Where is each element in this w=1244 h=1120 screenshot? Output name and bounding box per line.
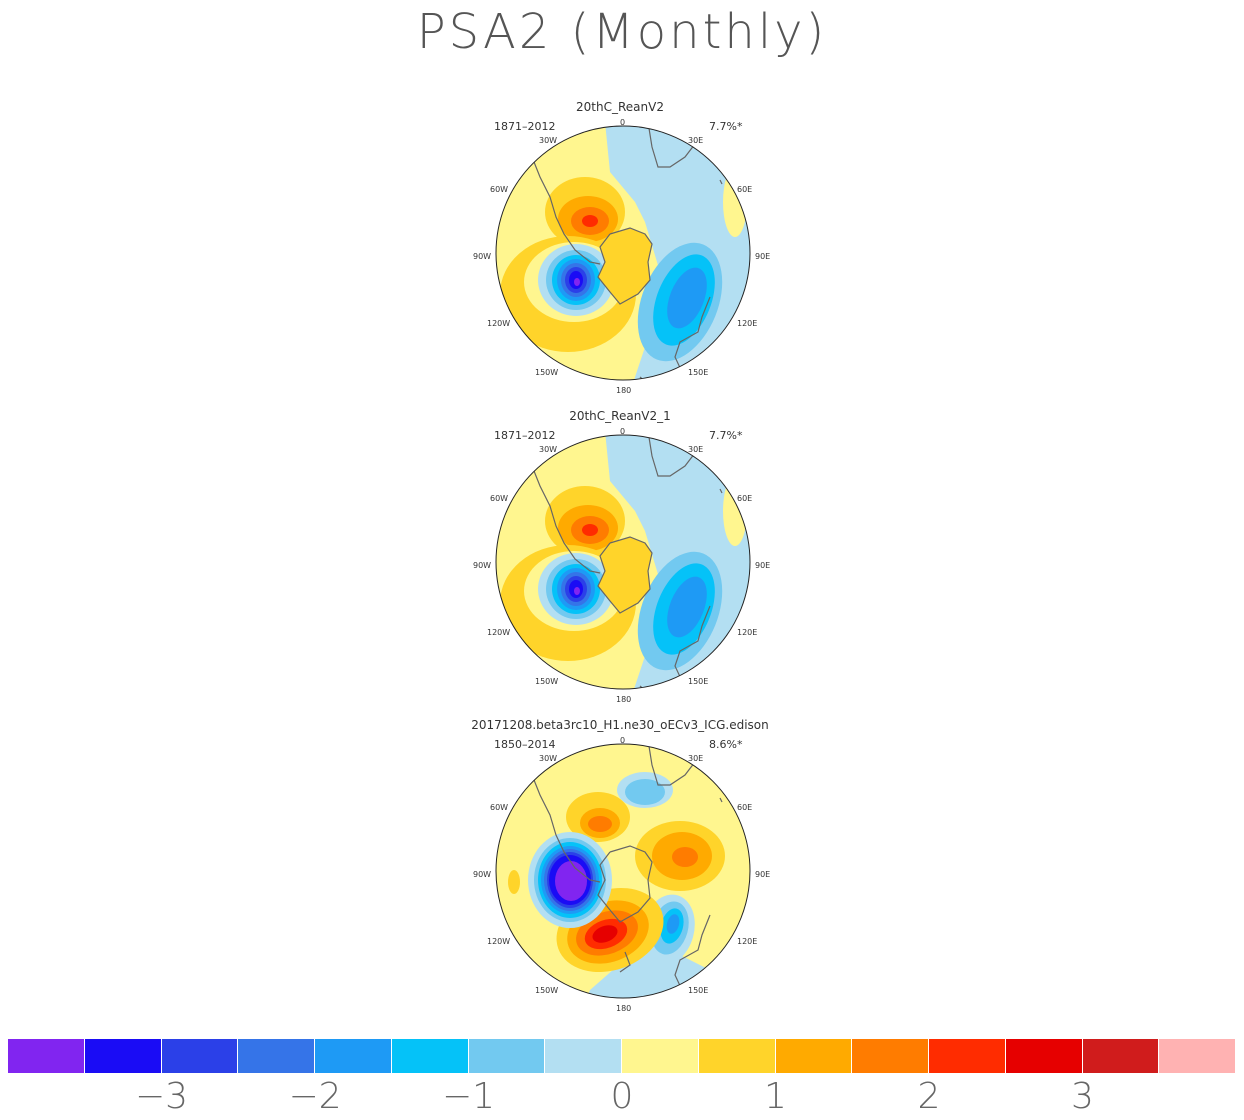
- lon-label-120e: 120E: [737, 628, 758, 637]
- lon-label-90e: 90E: [755, 561, 771, 570]
- lon-label-90w: 90W: [473, 252, 492, 261]
- lon-label-60e: 60E: [737, 803, 753, 812]
- lon-label-90e: 90E: [755, 252, 771, 261]
- lon-label-30e: 30E: [688, 136, 704, 145]
- lon-label-0: 0: [620, 736, 626, 745]
- colorbar-tick-label: 0: [610, 1076, 634, 1117]
- colorbar-swatch: [775, 1039, 853, 1073]
- lon-label-150w: 150W: [535, 677, 559, 686]
- colorbar-tick-label: 3: [1071, 1076, 1094, 1117]
- colorbar-swatch: [391, 1039, 469, 1073]
- polar-map: [495, 125, 751, 381]
- panel-percent: 8.6%*: [709, 738, 743, 751]
- lon-label-120w: 120W: [487, 319, 511, 328]
- lon-label-30w: 30W: [539, 754, 558, 763]
- colorbar-swatch: [315, 1039, 392, 1073]
- lon-label-120w: 120W: [487, 628, 511, 637]
- lon-label-150w: 150W: [535, 368, 559, 377]
- lon-label-150e: 150E: [688, 368, 709, 377]
- lon-label-60w: 60W: [490, 494, 509, 503]
- colorbar-tick-label: −1: [441, 1076, 496, 1117]
- map-panel-2: 20thC_ReanV2_1 1871–2012 7.7%*: [470, 409, 771, 731]
- lon-label-60e: 60E: [737, 494, 753, 503]
- polar-map: [495, 434, 751, 690]
- panel-years: 1871–2012: [494, 429, 556, 442]
- lon-label-30w: 30W: [539, 445, 558, 454]
- lon-label-120e: 120E: [737, 937, 758, 946]
- lon-label-90w: 90W: [473, 870, 492, 879]
- lon-label-180: 180: [616, 386, 632, 395]
- map-panel-3: 20171208.beta3rc10_H1.ne30_oECv3_ICG.edi…: [470, 718, 771, 1040]
- lon-label-0: 0: [620, 427, 626, 436]
- panel-title: 20thC_ReanV2_1: [569, 409, 671, 423]
- figure-title: PSA2 (Monthly): [416, 4, 828, 60]
- lon-label-30w: 30W: [539, 136, 558, 145]
- lon-label-150e: 150E: [688, 677, 709, 686]
- colorbar-swatch: [698, 1039, 776, 1073]
- colorbar: [8, 1039, 1236, 1073]
- panel-years: 1850–2014: [494, 738, 556, 751]
- panel-percent: 7.7%*: [709, 429, 743, 442]
- lon-label-30e: 30E: [688, 754, 704, 763]
- lon-label-90w: 90W: [473, 561, 492, 570]
- lon-label-0: 0: [620, 118, 626, 127]
- lon-label-120w: 120W: [487, 937, 511, 946]
- colorbar-swatch: [1159, 1039, 1236, 1073]
- colorbar-swatch: [161, 1039, 239, 1073]
- lon-label-60e: 60E: [737, 185, 753, 194]
- colorbar-swatch: [929, 1039, 1006, 1073]
- lon-label-180: 180: [616, 1004, 632, 1013]
- colorbar-swatch: [238, 1039, 315, 1073]
- colorbar-swatch: [545, 1039, 622, 1073]
- colorbar-swatch: [1082, 1039, 1160, 1073]
- colorbar-tick-label: −3: [134, 1076, 189, 1117]
- lon-label-150e: 150E: [688, 986, 709, 995]
- lon-label-120e: 120E: [737, 319, 758, 328]
- colorbar-swatch: [622, 1039, 699, 1073]
- colorbar-swatch: [468, 1039, 546, 1073]
- lon-label-90e: 90E: [755, 870, 771, 879]
- lon-label-60w: 60W: [490, 803, 509, 812]
- panel-title: 20171208.beta3rc10_H1.ne30_oECv3_ICG.edi…: [471, 718, 769, 732]
- panel-percent: 7.7%*: [709, 120, 743, 133]
- colorbar-swatch: [852, 1039, 929, 1073]
- map-panel-1: 20thC_ReanV2 1871–2012 7.7%*: [470, 100, 771, 422]
- polar-map: [495, 743, 751, 999]
- colorbar-tick-label: 2: [917, 1076, 941, 1117]
- panel-title: 20thC_ReanV2: [576, 100, 664, 114]
- colorbar-swatch: [1005, 1039, 1083, 1073]
- panel-years: 1871–2012: [494, 120, 556, 133]
- lon-label-150w: 150W: [535, 986, 559, 995]
- lon-label-30e: 30E: [688, 445, 704, 454]
- colorbar-tick-label: 1: [764, 1076, 787, 1117]
- colorbar-tick-label: −2: [288, 1076, 342, 1117]
- colorbar-swatch: [8, 1039, 85, 1073]
- lon-label-60w: 60W: [490, 185, 509, 194]
- colorbar-swatch: [84, 1039, 162, 1073]
- lon-label-180: 180: [616, 695, 632, 704]
